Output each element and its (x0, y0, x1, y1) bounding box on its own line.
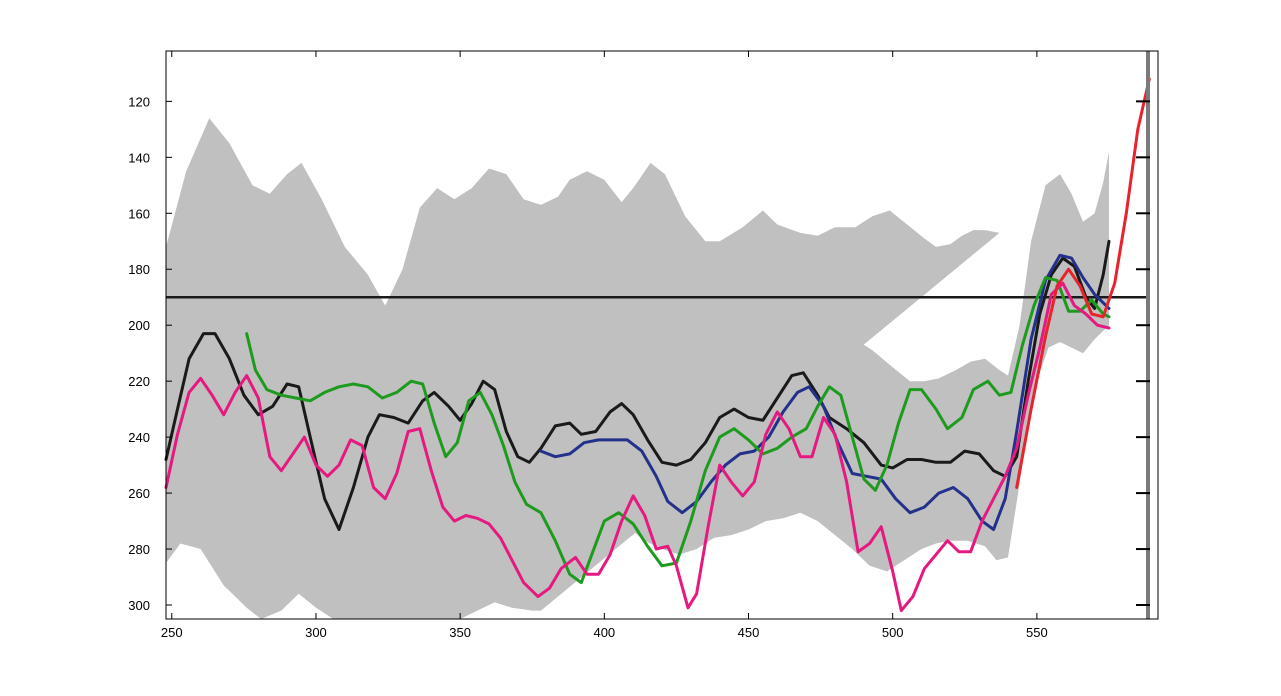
right-edge-bar (1146, 51, 1150, 619)
y-tick-label: 120 (128, 94, 150, 109)
series-line-3 (245, 276, 1111, 585)
plot-frame (165, 50, 1159, 620)
series-line-1 (164, 239, 1111, 531)
series-line-4 (164, 281, 1111, 613)
y-tick-label: 240 (128, 430, 150, 445)
y-tick-label: 200 (128, 318, 150, 333)
x-axis: 250 300 350 400 450 500 550 (161, 51, 1048, 640)
band-segment-2 (540, 151, 1109, 572)
x-tick-label: 400 (593, 625, 615, 640)
confidence-band (166, 118, 1109, 619)
y-tick-label: 160 (128, 206, 150, 221)
y-tick-label: 180 (128, 262, 150, 277)
x-tick-label: 250 (161, 625, 183, 640)
y-tick-label: 300 (128, 598, 150, 613)
series-line-2 (539, 253, 1111, 531)
y-tick-label: 260 (128, 486, 150, 501)
x-tick-label: 500 (882, 625, 904, 640)
y-tick-label: 220 (128, 374, 150, 389)
series-layer (164, 77, 1151, 613)
x-tick-label: 300 (305, 625, 327, 640)
y-axis: 120 140 160 180 200 220 240 260 280 300 (128, 94, 172, 613)
y-tick-label: 280 (128, 542, 150, 557)
x-tick-label: 350 (449, 625, 471, 640)
y-tick-label: 140 (128, 150, 150, 165)
right-edge-scale (1136, 51, 1150, 619)
x-tick-label: 450 (738, 625, 760, 640)
x-tick-label: 550 (1026, 625, 1048, 640)
series-line-5 (1015, 77, 1151, 489)
